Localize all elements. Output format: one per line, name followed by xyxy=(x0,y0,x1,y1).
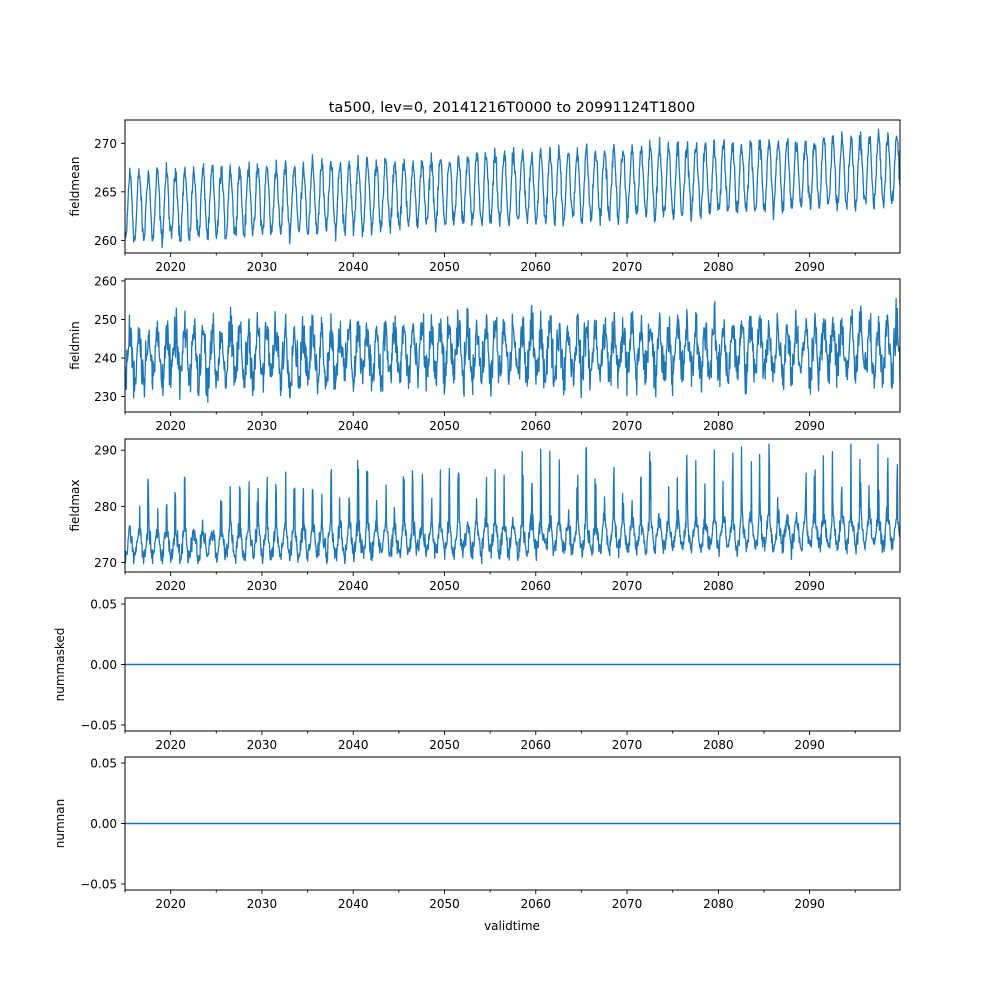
x-tick-label: 2080 xyxy=(703,738,734,752)
x-tick-label: 2050 xyxy=(429,738,460,752)
series-line-fieldmean xyxy=(125,128,900,249)
x-tick-label: 2040 xyxy=(338,579,369,593)
x-tick-label: 2080 xyxy=(703,579,734,593)
series-line-fieldmax xyxy=(125,443,900,565)
panel-nummasked: 2020 2030 2040 2050 2060 2070 2080 2090 −0.05 0.0… xyxy=(53,597,901,752)
x-tick-label: 2080 xyxy=(703,419,734,433)
x-tick-label: 2040 xyxy=(338,738,369,752)
x-tick-label: 2070 xyxy=(612,738,643,752)
x-tick-label: 2060 xyxy=(521,738,552,752)
y-tick-label: 0.00 xyxy=(90,658,117,672)
x-tick-label: 2060 xyxy=(521,579,552,593)
panel-fieldmin: 2020 2030 2040 2050 2060 2070 2080 2090 230 240 25… xyxy=(68,274,901,433)
y-tick-label: 270 xyxy=(94,137,117,151)
x-tick-label: 2020 xyxy=(155,419,186,433)
y-axis-label-fieldmax: fieldmax xyxy=(68,479,82,531)
y-tick-label: −0.05 xyxy=(80,718,117,732)
x-tick-label: 2080 xyxy=(703,897,734,911)
x-tick-label: 2020 xyxy=(155,738,186,752)
series-line-fieldmin xyxy=(125,297,900,403)
x-tick-label: 2070 xyxy=(612,579,643,593)
x-tick-label: 2070 xyxy=(612,419,643,433)
x-tick-label: 2040 xyxy=(338,419,369,433)
x-tick-label: 2060 xyxy=(521,419,552,433)
x-tick-label: 2060 xyxy=(521,897,552,911)
y-tick-label: 240 xyxy=(94,352,117,366)
x-axis-label: validtime xyxy=(484,919,540,933)
x-tick-label: 2030 xyxy=(247,897,278,911)
y-tick-label: 260 xyxy=(94,274,117,288)
panel-numnan: 2020 2030 2040 2050 2060 2070 2080 2090 −0.05 0.0… xyxy=(53,756,901,911)
y-axis-label-fieldmean: fieldmean xyxy=(68,157,82,217)
y-axis-label-fieldmin: fieldmin xyxy=(68,321,82,370)
x-tick-label: 2090 xyxy=(794,260,825,274)
y-axis-label-nummasked: nummasked xyxy=(53,628,67,702)
x-tick-label: 2020 xyxy=(155,897,186,911)
y-axis-label-numnan: numnan xyxy=(53,799,67,848)
x-tick-label: 2050 xyxy=(429,419,460,433)
panel-fieldmean: 2020 2030 2040 2050 2060 2070 2080 2090 260 265 27… xyxy=(68,119,901,274)
x-tick-label: 2070 xyxy=(612,260,643,274)
x-tick-label: 2070 xyxy=(612,897,643,911)
y-tick-label: 280 xyxy=(94,500,117,514)
panels: 2020 2030 2040 2050 2060 2070 2080 2090 260 265 27… xyxy=(53,119,901,911)
y-tick-label: −0.05 xyxy=(80,877,117,891)
x-tick-label: 2090 xyxy=(794,419,825,433)
x-tick-label: 2090 xyxy=(794,897,825,911)
x-tick-label: 2050 xyxy=(429,897,460,911)
axes-frame-fieldmean xyxy=(124,119,901,254)
x-tick-label: 2050 xyxy=(429,260,460,274)
chart-title: ta500, lev=0, 20141216T0000 to 20991124T… xyxy=(329,100,696,116)
x-tick-label: 2090 xyxy=(794,579,825,593)
y-tick-label: 0.05 xyxy=(90,757,117,771)
x-tick-label: 2030 xyxy=(247,579,278,593)
y-tick-label: 270 xyxy=(94,556,117,570)
y-tick-label: 230 xyxy=(94,390,117,404)
y-tick-label: 260 xyxy=(94,234,117,248)
y-tick-label: 250 xyxy=(94,313,117,327)
y-tick-label: 265 xyxy=(94,185,117,199)
axes-frame-fieldmin xyxy=(124,278,901,413)
x-tick-label: 2080 xyxy=(703,260,734,274)
y-tick-label: 0.05 xyxy=(90,598,117,612)
x-tick-label: 2020 xyxy=(155,579,186,593)
x-tick-label: 2030 xyxy=(247,419,278,433)
x-tick-label: 2040 xyxy=(338,260,369,274)
x-tick-label: 2090 xyxy=(794,738,825,752)
x-tick-label: 2030 xyxy=(247,738,278,752)
axes-frame-fieldmax xyxy=(124,438,901,573)
panel-fieldmax: 2020 2030 2040 2050 2060 2070 2080 2090 270 280 29… xyxy=(68,438,901,593)
x-tick-label: 2030 xyxy=(247,260,278,274)
x-tick-label: 2020 xyxy=(155,260,186,274)
x-tick-label: 2050 xyxy=(429,579,460,593)
y-tick-label: 0.00 xyxy=(90,817,117,831)
y-tick-label: 290 xyxy=(94,444,117,458)
x-tick-label: 2040 xyxy=(338,897,369,911)
x-tick-label: 2060 xyxy=(521,260,552,274)
